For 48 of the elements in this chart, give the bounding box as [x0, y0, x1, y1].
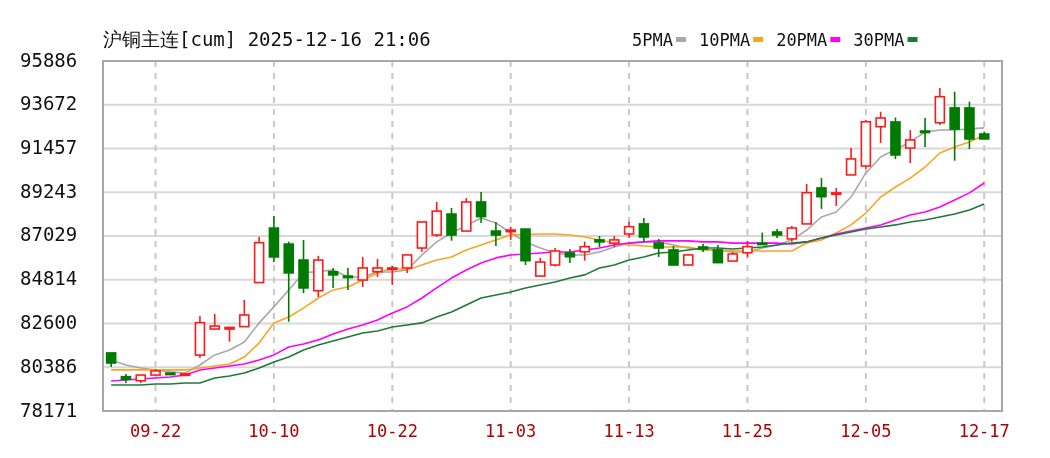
x-tick-label: 11-03 [485, 421, 537, 441]
x-tick-label: 12-17 [958, 421, 1010, 441]
x-tick-label: 11-25 [721, 421, 774, 441]
candlestick [682, 254, 694, 266]
x-tick-label: 11-13 [603, 421, 655, 441]
legend-label: 10PMA [698, 30, 751, 50]
x-tick-label: 12-05 [840, 421, 892, 441]
candlestick [179, 373, 191, 377]
candlestick [756, 231, 768, 246]
candlestick [268, 215, 280, 263]
candlestick [712, 244, 724, 264]
candlestick [919, 117, 931, 148]
candlestick [120, 373, 132, 384]
x-tick-label: 10-22 [366, 421, 418, 441]
candlestick [165, 372, 176, 376]
candlestick [209, 313, 221, 330]
candlestick [105, 352, 117, 368]
candlestick [490, 221, 502, 247]
x-tick-label: 10-10 [248, 421, 300, 441]
y-tick-label: 87029 [20, 223, 78, 246]
y-tick-label: 89243 [20, 179, 78, 202]
y-tick-label: 95886 [20, 48, 78, 71]
candlestick [461, 197, 472, 232]
candlestick [253, 235, 265, 284]
chart-title: 沪铜主连[cum] 2025-12-16 21:06 [103, 28, 431, 50]
candlestick [638, 217, 650, 243]
y-tick-label: 84814 [20, 267, 78, 290]
candlestick [845, 147, 857, 176]
candlestick [342, 267, 354, 291]
candlestick [475, 191, 487, 224]
y-tick-label: 78171 [20, 398, 78, 421]
legend-label: 30PMA [853, 30, 905, 50]
y-tick-label: 91457 [20, 136, 78, 158]
y-tick-label: 82600 [20, 311, 78, 333]
candlestick [401, 254, 413, 274]
legend-label: 5PMA [632, 30, 673, 50]
y-tick-label: 80386 [20, 354, 78, 377]
candlestick [608, 235, 620, 248]
candlestick [830, 187, 842, 207]
candlestick [623, 220, 635, 239]
y-tick-label: 93672 [20, 92, 78, 115]
candlestick [564, 248, 576, 264]
x-tick-label: 09-22 [129, 421, 182, 441]
candlestick [327, 267, 339, 289]
candlestick [357, 256, 369, 288]
legend-label: 20PMA [776, 30, 828, 50]
candlestick [904, 129, 916, 164]
candlestick [416, 221, 428, 253]
